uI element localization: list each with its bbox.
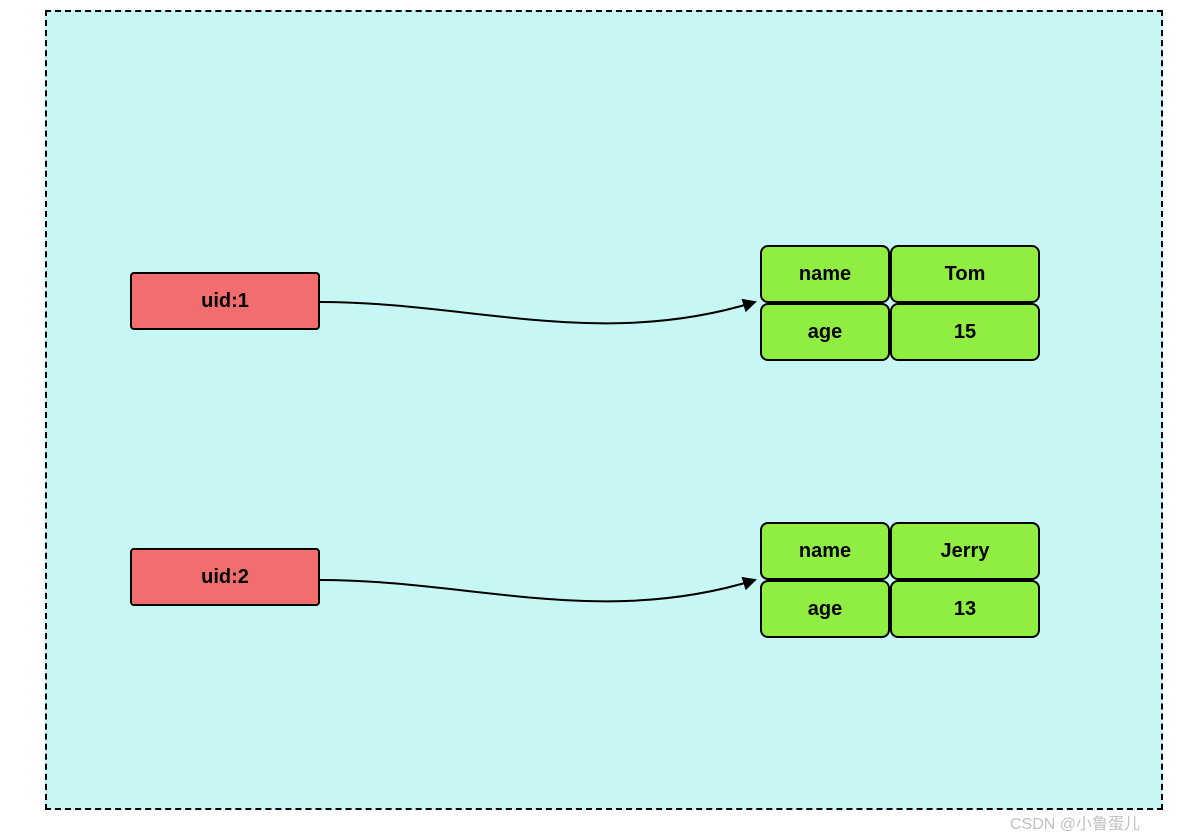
- value-table-uid1: name Tom age 15: [760, 245, 1040, 361]
- dashed-container: [45, 10, 1163, 810]
- cell-name-val-1: Tom: [890, 245, 1040, 303]
- cell-age-val-1: 15: [890, 303, 1040, 361]
- cell-age-key-2: age: [760, 580, 890, 638]
- cell-age-key-1: age: [760, 303, 890, 361]
- key-label-uid2: uid:2: [201, 566, 249, 589]
- value-table-uid2: name Jerry age 13: [760, 522, 1040, 638]
- cell-name-key-1: name: [760, 245, 890, 303]
- key-box-uid1: uid:1: [130, 272, 320, 330]
- cell-name-key-2: name: [760, 522, 890, 580]
- watermark-text: CSDN @小鲁蛋儿: [1010, 810, 1140, 834]
- diagram-stage: uid:1 uid:2 name Tom age 15 name Jerry a…: [0, 0, 1184, 834]
- key-label-uid1: uid:1: [201, 290, 249, 313]
- cell-age-val-2: 13: [890, 580, 1040, 638]
- key-box-uid2: uid:2: [130, 548, 320, 606]
- cell-name-val-2: Jerry: [890, 522, 1040, 580]
